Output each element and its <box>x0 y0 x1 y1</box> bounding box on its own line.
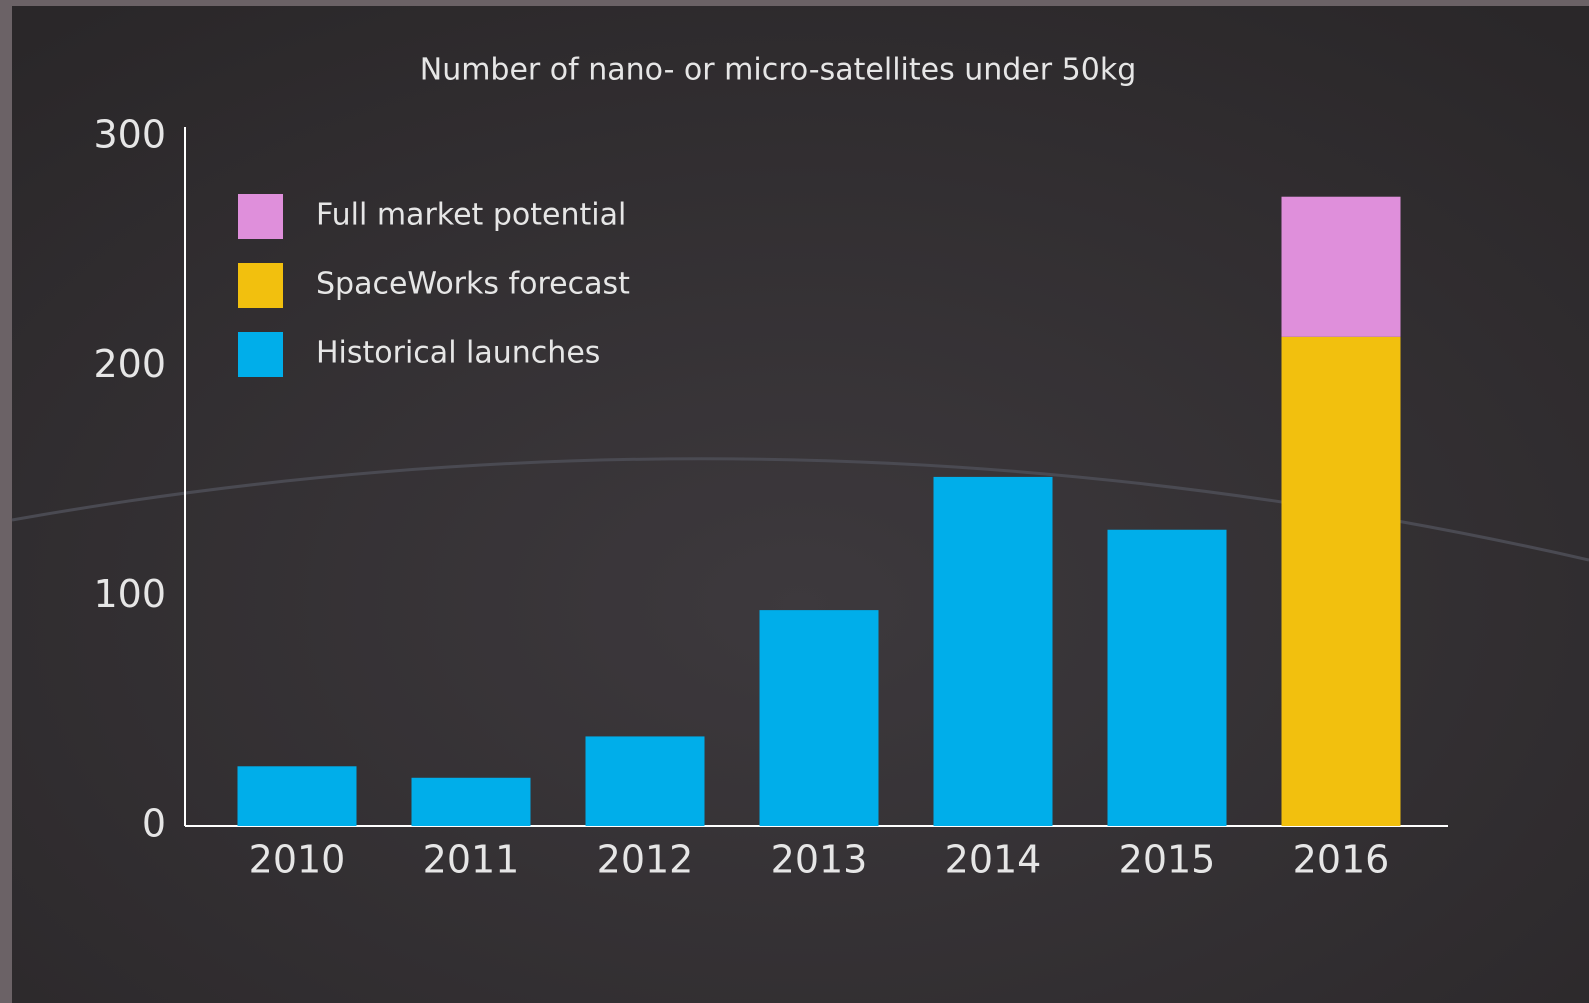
legend-swatch <box>238 263 283 308</box>
legend-swatch <box>238 194 283 239</box>
x-tick-label: 2016 <box>1293 838 1390 882</box>
x-tick-label: 2015 <box>1119 838 1216 882</box>
y-tick-label: 0 <box>142 802 166 846</box>
legend-label: Historical launches <box>316 336 600 371</box>
bar <box>1281 196 1401 337</box>
x-tick-label: 2013 <box>771 838 868 882</box>
bar <box>1281 336 1401 826</box>
legend-swatch <box>238 332 283 377</box>
x-tick-label: 2010 <box>249 838 346 882</box>
bar <box>237 766 357 826</box>
y-tick-label: 100 <box>93 572 166 616</box>
x-tick-label: 2011 <box>423 838 520 882</box>
bar <box>759 610 879 826</box>
y-tick-label: 200 <box>93 342 166 386</box>
legend-label: Full market potential <box>316 198 626 233</box>
chart-title: Number of nano- or micro-satellites unde… <box>420 53 1136 88</box>
legend-label: SpaceWorks forecast <box>316 267 630 302</box>
bar <box>411 777 531 826</box>
bar <box>933 476 1053 826</box>
x-tick-label: 2014 <box>945 838 1042 882</box>
bar <box>1107 529 1227 826</box>
bar <box>585 736 705 826</box>
y-tick-label: 300 <box>93 113 166 157</box>
x-tick-label: 2012 <box>597 838 694 882</box>
